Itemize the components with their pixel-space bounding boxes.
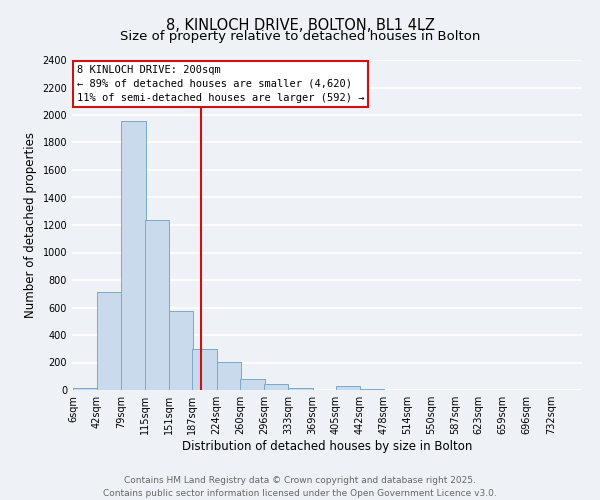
Bar	[73, 388, 98, 390]
Bar	[264, 384, 288, 390]
Bar	[192, 349, 217, 390]
Text: Contains HM Land Registry data © Crown copyright and database right 2025.
Contai: Contains HM Land Registry data © Crown c…	[103, 476, 497, 498]
X-axis label: Distribution of detached houses by size in Bolton: Distribution of detached houses by size …	[182, 440, 472, 453]
Bar	[240, 379, 265, 390]
Bar	[217, 362, 241, 390]
Bar	[145, 220, 169, 390]
Bar	[97, 292, 121, 390]
Y-axis label: Number of detached properties: Number of detached properties	[24, 132, 37, 318]
Bar	[335, 386, 360, 390]
Text: Size of property relative to detached houses in Bolton: Size of property relative to detached ho…	[120, 30, 480, 43]
Bar	[169, 311, 193, 390]
Bar	[288, 388, 313, 390]
Text: 8, KINLOCH DRIVE, BOLTON, BL1 4LZ: 8, KINLOCH DRIVE, BOLTON, BL1 4LZ	[166, 18, 434, 32]
Text: 8 KINLOCH DRIVE: 200sqm
← 89% of detached houses are smaller (4,620)
11% of semi: 8 KINLOCH DRIVE: 200sqm ← 89% of detache…	[77, 65, 365, 103]
Bar	[121, 120, 146, 390]
